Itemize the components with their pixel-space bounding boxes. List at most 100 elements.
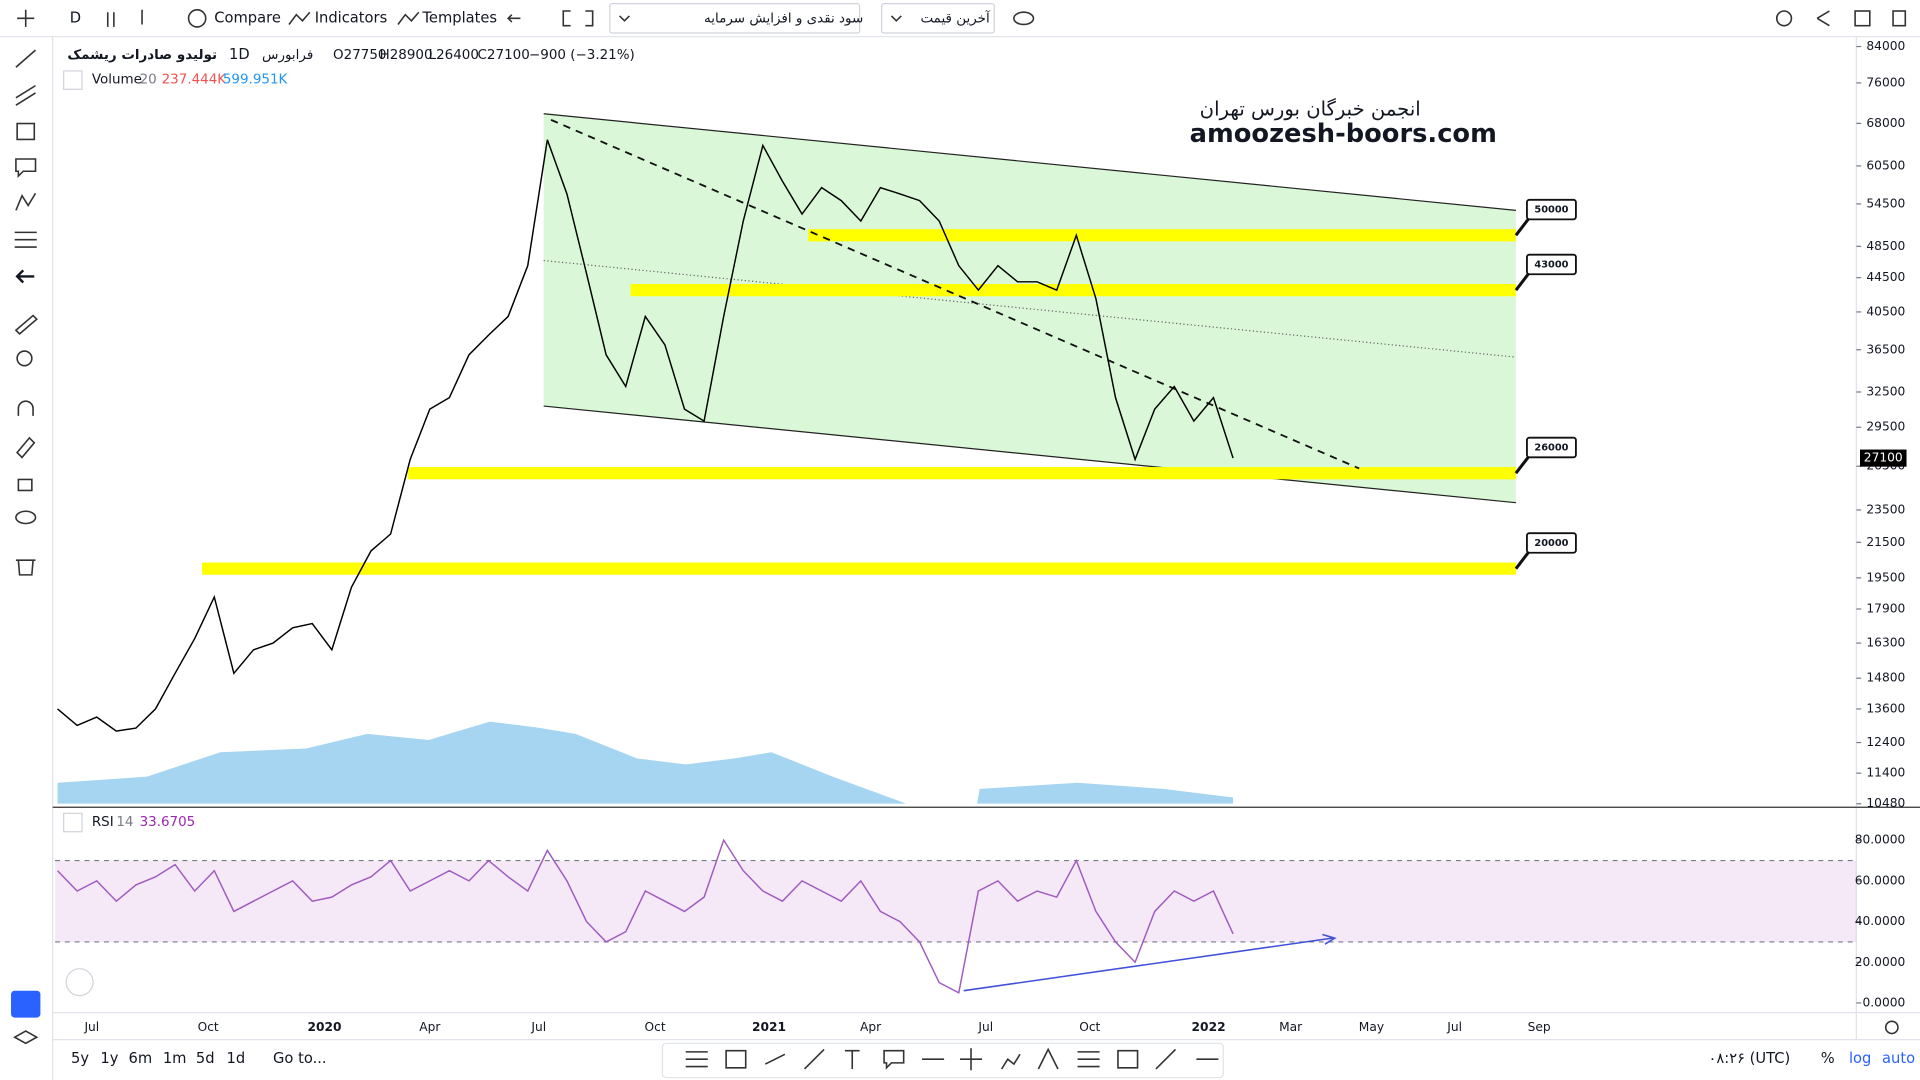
callout-box	[1526, 198, 1577, 221]
pattern-tool[interactable]	[15, 192, 37, 211]
time-label: Jul	[977, 1020, 993, 1034]
percent-toggle[interactable]: %	[1821, 1050, 1835, 1067]
watermark-url: amoozesh-boors.com	[1190, 119, 1497, 149]
undo-button[interactable]	[507, 14, 521, 23]
legend-interval: 1D	[229, 46, 250, 63]
trend-line-tool[interactable]	[15, 49, 37, 68]
channel-middle	[543, 259, 1516, 358]
log-toggle[interactable]: log	[1849, 1050, 1871, 1067]
indicators-button[interactable]: Indicators	[315, 9, 388, 26]
time-label: Mar	[1279, 1020, 1303, 1034]
visibility-button[interactable]	[1013, 11, 1035, 26]
range-button[interactable]: 6m	[129, 1050, 153, 1067]
volume-name: Volume	[92, 73, 142, 88]
shape-tool[interactable]	[16, 122, 36, 141]
chart-type-button[interactable]	[106, 9, 143, 27]
trend-line	[550, 119, 1360, 470]
price-dropdown-label: آخرین قیمت	[920, 9, 991, 26]
y-tick-label: 16300	[1866, 636, 1905, 650]
callout-line	[1514, 218, 1530, 237]
time-label: Oct	[645, 1020, 666, 1034]
fullscreen-button[interactable]	[562, 10, 594, 27]
drawing-toolbar	[661, 1042, 1224, 1079]
collapse-button[interactable]	[63, 70, 83, 90]
level-label: 50000	[1534, 205, 1568, 216]
axis-settings-button[interactable]	[1884, 1020, 1899, 1035]
magnet-tool[interactable]	[17, 400, 34, 416]
top-toolbar: D Compare Indicators Templates سود نقدی …	[70, 3, 1907, 34]
y-tick-label: 36500	[1866, 342, 1905, 356]
visibility-tool[interactable]	[15, 510, 37, 525]
channel-top	[543, 113, 1516, 211]
time-label: Jul	[530, 1020, 546, 1034]
volume-length: 20	[140, 73, 157, 88]
last-price-label: 27100	[1864, 451, 1903, 465]
text-tool[interactable]	[15, 158, 37, 179]
range-button[interactable]: 1m	[163, 1050, 187, 1067]
goto-button[interactable]: Go to...	[273, 1050, 327, 1067]
range-button[interactable]: 1d	[227, 1050, 246, 1067]
y-tick-label: 0.0000	[1863, 995, 1906, 1009]
zoom-tool[interactable]	[16, 350, 33, 367]
y-tick-label: 20.0000	[1855, 955, 1906, 969]
dropdown-arrow	[619, 15, 630, 22]
range-button[interactable]: 1y	[100, 1050, 118, 1067]
left-toolbar	[11, 9, 41, 1045]
lock-tool[interactable]	[17, 478, 33, 492]
share-button[interactable]	[1816, 10, 1830, 27]
settings-button[interactable]	[1775, 10, 1793, 27]
y-tick-label: 60500	[1866, 158, 1905, 172]
callout-box	[1526, 253, 1577, 276]
snapshot-button[interactable]	[1854, 10, 1871, 27]
callout-box	[1526, 436, 1577, 459]
draw-mode-tool[interactable]	[16, 436, 36, 459]
y-tick-label: 76000	[1866, 75, 1905, 89]
time-label: Apr	[419, 1020, 441, 1034]
y-tick-label: 19500	[1866, 570, 1905, 584]
dividend-dropdown[interactable]	[609, 3, 861, 34]
crosshair-tool[interactable]	[17, 9, 35, 27]
delete-tool[interactable]	[15, 559, 36, 576]
y-tick-label: 68000	[1866, 116, 1905, 130]
level-band	[630, 284, 1516, 297]
templates-button[interactable]: Templates	[421, 9, 497, 26]
volume-ma-value: 599.951K	[223, 73, 289, 88]
y-tick-label: 17900	[1866, 601, 1905, 615]
level-band	[202, 562, 1516, 575]
interval-button[interactable]: D	[70, 9, 81, 26]
callout-line	[1514, 551, 1530, 570]
drawing-tools[interactable]	[685, 1047, 1219, 1071]
trash-button[interactable]	[1892, 10, 1907, 27]
auto-toggle[interactable]: auto	[1882, 1050, 1915, 1067]
range-button[interactable]: 5y	[71, 1050, 89, 1067]
level-label: 20000	[1534, 538, 1568, 549]
layers-button[interactable]	[13, 1030, 39, 1045]
time-label: 2020	[307, 1020, 341, 1034]
ruler-tool[interactable]	[14, 314, 38, 335]
legend: تولیدو صادرات ریشمک 1D فرابورس O27750 H2…	[63, 46, 1497, 833]
compare-button[interactable]: Compare	[214, 9, 281, 26]
price-dropdown[interactable]	[881, 3, 995, 34]
collapse-button[interactable]	[63, 812, 83, 833]
favorites-button[interactable]	[11, 990, 41, 1018]
price-line	[57, 139, 1234, 732]
logo-button[interactable]	[65, 968, 94, 997]
rsi-value: 33.6705	[140, 815, 196, 830]
rsi-line	[57, 838, 1234, 994]
time-label: 2021	[752, 1020, 786, 1034]
y-tick-label: 84000	[1866, 39, 1905, 53]
volume-value: 237.444K	[162, 73, 228, 88]
y-tick-label: 40500	[1866, 304, 1905, 318]
range-button[interactable]: 5d	[196, 1050, 215, 1067]
callout-box	[1526, 532, 1577, 554]
back-tool[interactable]	[15, 269, 35, 284]
y-tick-label: 11400	[1866, 766, 1905, 780]
legend-close: C27100	[478, 48, 530, 63]
watermark-title: انجمن خبرگان بورس تهران	[1200, 98, 1421, 121]
pitchfork-tool[interactable]	[15, 84, 36, 106]
fib-tool[interactable]	[14, 231, 37, 248]
templates-icon	[397, 11, 420, 25]
time-label: Apr	[860, 1020, 882, 1034]
channel-fill	[543, 113, 1516, 503]
